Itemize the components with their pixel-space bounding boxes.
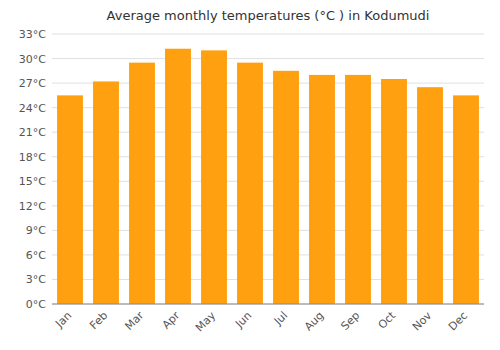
y-tick-label: 33°C <box>19 28 46 41</box>
y-tick-label: 21°C <box>19 126 46 139</box>
title: Average monthly temperatures (°C ) in Ko… <box>107 8 430 23</box>
bar <box>57 95 83 304</box>
x-tick-label: Apr <box>160 309 183 332</box>
y-tick-label: 24°C <box>19 102 46 115</box>
y-tick-label: 30°C <box>19 53 46 66</box>
bar <box>381 79 407 304</box>
x-tick-label: Sep <box>338 309 362 333</box>
y-tick-label: 3°C <box>26 273 46 286</box>
grid-line <box>52 304 484 305</box>
grid-line <box>52 34 484 35</box>
bar <box>453 95 479 304</box>
bars <box>57 49 479 304</box>
y-tick-label: 15°C <box>19 175 46 188</box>
chart: Average monthly temperatures (°C ) in Ko… <box>0 0 500 350</box>
bar <box>93 81 119 304</box>
x-tick-label: Oct <box>376 309 399 332</box>
bar <box>273 71 299 304</box>
x-axis-line <box>52 304 484 305</box>
y-tick-label: 9°C <box>26 224 46 237</box>
x-tick-label: Jun <box>232 309 254 331</box>
y-tick-label: 27°C <box>19 77 46 90</box>
bar <box>417 87 443 304</box>
x-tick-label: May <box>193 309 219 335</box>
x-tick-label: Jan <box>52 309 74 331</box>
bar <box>309 75 335 304</box>
x-tick-label: Nov <box>410 309 435 334</box>
bar <box>345 75 371 304</box>
x-tick-label: Aug <box>302 309 326 333</box>
x-tick-label: Jul <box>271 309 290 328</box>
y-tick-label: 0°C <box>26 298 46 311</box>
chart-container: Average monthly temperatures (°C ) in Ko… <box>0 0 500 350</box>
bar <box>201 50 227 304</box>
x-tick-label: Feb <box>87 309 110 332</box>
x-tick-label: Dec <box>446 309 470 333</box>
y-tick-label: 18°C <box>19 151 46 164</box>
bar <box>129 63 155 304</box>
y-tick-label: 6°C <box>26 249 46 262</box>
bar <box>237 63 263 304</box>
grid-line <box>52 58 484 59</box>
x-tick-label: Mar <box>122 309 146 333</box>
bar <box>165 49 191 304</box>
y-tick-label: 12°C <box>19 200 46 213</box>
